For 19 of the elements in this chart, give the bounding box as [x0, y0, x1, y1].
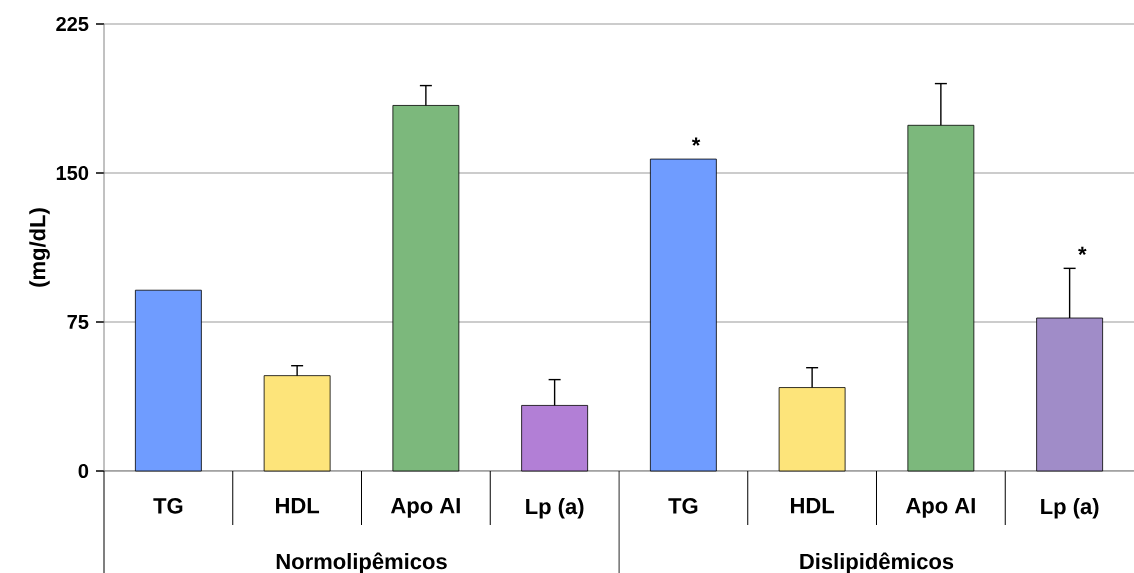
y-tick-label: 75 — [67, 315, 89, 329]
x-tick-label: Lp (a) — [1041, 498, 1099, 519]
bar — [134, 289, 202, 472]
y-axis-title: (mg/dL) — [29, 208, 50, 287]
data-label: * — [1078, 246, 1087, 256]
x-tick-label: TG — [668, 498, 698, 514]
y-tick-label: 0 — [78, 463, 89, 479]
text: Dislipidêmicos — [800, 552, 954, 573]
y-tick-label: 150 — [56, 165, 89, 181]
bar — [649, 158, 717, 472]
text: Normolipêmicos — [276, 552, 447, 573]
y-tick-label: 225 — [56, 16, 89, 32]
x-tick-label: HDL — [275, 498, 320, 514]
x-tick-label: Lp (a) — [526, 498, 584, 519]
x-tick-label: HDL — [790, 498, 835, 514]
x-tick-label: TG — [153, 498, 183, 514]
data-label: * — [691, 137, 701, 146]
x-tick-label: Apo AI — [905, 498, 975, 518]
x-tick-label: Apo AI — [390, 498, 460, 518]
